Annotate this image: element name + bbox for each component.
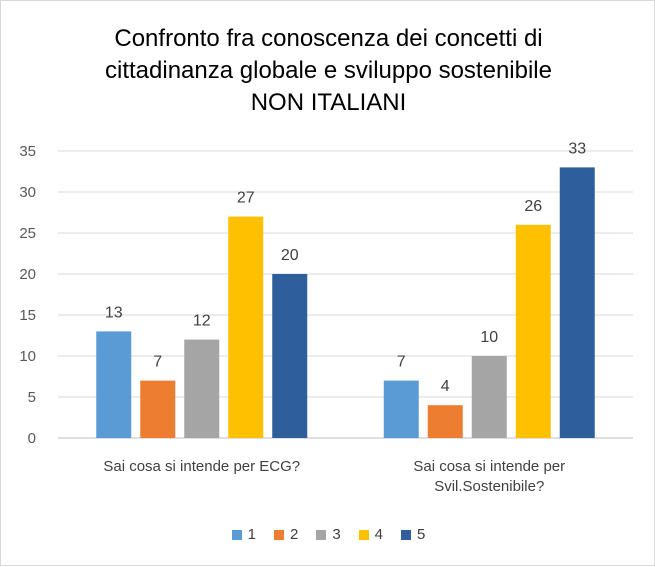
legend-swatch-3	[316, 529, 327, 540]
chart-title-line-1: Confronto fra conoscenza dei concetti di	[114, 25, 543, 52]
legend-swatch-4	[358, 529, 369, 540]
data-label-cat2-series-3: 10	[480, 329, 498, 346]
legend-item-3: 3	[316, 526, 341, 543]
data-label-cat2-series-1: 7	[397, 354, 406, 371]
y-tick-label-35: 35	[19, 143, 36, 160]
data-label-cat1-series-3: 12	[193, 313, 211, 330]
data-label-cat2-series-5: 33	[568, 140, 586, 157]
legend-item-1: 1	[231, 526, 256, 543]
y-tick-label-25: 25	[19, 225, 36, 242]
legend-item-2: 2	[273, 526, 299, 543]
bar-cat1-series-2	[140, 380, 176, 438]
y-tick-label-10: 10	[19, 348, 36, 365]
bar-cat1-series-1	[96, 331, 132, 438]
legend-label-3: 3	[332, 526, 341, 543]
legend-item-4: 4	[358, 526, 384, 543]
bar-cat2-series-2	[427, 405, 463, 438]
bar-cat2-series-4	[515, 224, 551, 438]
chart-title-line-2: cittadinanza globale e sviluppo sostenib…	[105, 57, 552, 84]
bar-cat1-series-4	[228, 216, 264, 438]
data-label-cat1-series-2: 7	[153, 354, 162, 371]
bar-cat2-series-3	[471, 356, 507, 438]
data-label-cat2-series-2: 4	[441, 378, 450, 395]
bar-cat1-series-5	[272, 274, 308, 438]
y-tick-label-15: 15	[19, 307, 36, 324]
category-label-1-line-1: Sai cosa si intende per ECG?	[103, 458, 300, 475]
category-label-2-line-1: Sai cosa si intende per	[413, 458, 565, 475]
y-tick-label-5: 5	[28, 389, 36, 406]
y-tick-label-0: 0	[28, 430, 36, 447]
bar-cat1-series-3	[184, 339, 220, 438]
data-label-cat1-series-1: 13	[105, 304, 123, 321]
legend-swatch-2	[273, 529, 284, 540]
y-tick-label-20: 20	[19, 266, 36, 283]
legend-item-5: 5	[401, 526, 425, 543]
legend-label-1: 1	[247, 526, 256, 543]
y-tick-label-30: 30	[19, 184, 36, 201]
chart-legend: 1 2 3 4 5	[1, 526, 655, 543]
legend-label-5: 5	[417, 526, 426, 543]
data-label-cat2-series-4: 26	[524, 198, 542, 215]
chart-title-line-3: NON ITALIANI	[250, 89, 407, 116]
chart-title: Confronto fra conoscenza dei concetti di…	[1, 23, 655, 119]
data-label-cat1-series-5: 20	[281, 247, 299, 264]
legend-swatch-5	[401, 529, 412, 540]
bar-cat2-series-5	[559, 167, 595, 438]
data-label-cat1-series-4: 27	[237, 190, 255, 207]
category-label-2-line-2: Svil.Sostenibile?	[434, 478, 544, 495]
legend-label-2: 2	[289, 526, 299, 543]
legend-label-4: 4	[374, 526, 384, 543]
legend-swatch-1	[231, 529, 242, 540]
bar-cat2-series-1	[383, 380, 419, 438]
